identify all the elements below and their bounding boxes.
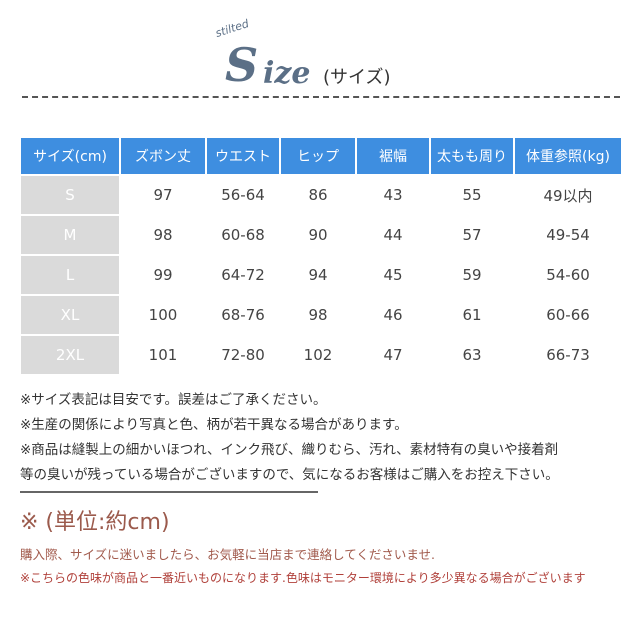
value-cell: 86 [308, 186, 328, 204]
value-cell: 43 [383, 186, 403, 204]
value-cell: 54-60 [546, 266, 590, 284]
value-cell: 63 [462, 346, 482, 364]
contact-note: 購入際、サイズに迷いましたら、お気軽に当店まで連絡してくださいませ. [20, 547, 435, 562]
header-cell: 体重参照(kg) [515, 138, 621, 174]
value-cell: 60-68 [221, 226, 265, 244]
note-line: 等の臭いが残っている場合がございますので、気になるお客様はご購入をお控え下さい。 [20, 467, 559, 483]
size-cell: XL [21, 296, 119, 334]
value-cell: 55 [462, 186, 482, 204]
page-subtitle: (サイズ) [323, 67, 391, 88]
value-cell: 57 [462, 226, 482, 244]
size-cell: L [21, 256, 119, 294]
color-note: ※こちらの色味が商品と一番近いものになります.色味はモニター環境により多少異なる… [20, 571, 586, 585]
value-cell: 66-73 [546, 346, 590, 364]
value-cell: 98 [308, 306, 328, 324]
value-cell: 101 [148, 346, 178, 364]
size-cell: M [21, 216, 119, 254]
value-cell: 100 [148, 306, 178, 324]
value-cell: 90 [308, 226, 328, 244]
value-cell: 97 [153, 186, 173, 204]
value-cell: 44 [383, 226, 403, 244]
size-cell: S [21, 176, 119, 214]
table-row: M 98 60-68 90 44 57 49-54 [21, 216, 621, 254]
value-cell: 59 [462, 266, 482, 284]
header-cell: 裾幅 [357, 138, 429, 174]
dashed-divider [22, 96, 620, 98]
note-line: ※生産の関係により写真と色、柄が若干異なる場合があります。 [20, 417, 408, 433]
value-cell: 45 [383, 266, 403, 284]
value-cell: 72-80 [221, 346, 265, 364]
value-cell: 49以内 [543, 186, 593, 205]
table-header-row: サイズ(cm) ズボン丈 ウエスト ヒップ 裾幅 太もも周り 体重参照(kg) [21, 138, 621, 174]
size-table: サイズ(cm) ズボン丈 ウエスト ヒップ 裾幅 太もも周り 体重参照(kg) … [19, 136, 623, 376]
table-row: S 97 56-64 86 43 55 49以内 [21, 176, 621, 214]
value-cell: 99 [153, 266, 173, 284]
header-cell: サイズ(cm) [21, 138, 119, 174]
header-cell: ウエスト [207, 138, 279, 174]
value-cell: 61 [462, 306, 482, 324]
header-cell: ズボン丈 [121, 138, 205, 174]
value-cell: 56-64 [221, 186, 265, 204]
value-cell: 46 [383, 306, 403, 324]
notes: ※サイズ表記は目安です。誤差はご了承ください。 ※生産の関係により写真と色、柄が… [20, 388, 559, 488]
table-row: L 99 64-72 94 45 59 54-60 [21, 256, 621, 294]
unit-label: ※ (単位:約cm) [20, 510, 170, 535]
value-cell: 98 [153, 226, 173, 244]
table-row: 2XL 101 72-80 102 47 63 66-73 [21, 336, 621, 374]
header-cell: 太もも周り [431, 138, 513, 174]
value-cell: 68-76 [221, 306, 265, 324]
value-cell: 102 [303, 346, 333, 364]
header-cell: ヒップ [281, 138, 355, 174]
value-cell: 64-72 [221, 266, 265, 284]
value-cell: 47 [383, 346, 403, 364]
logo-big-s: S [225, 38, 259, 92]
size-cell: 2XL [21, 336, 119, 374]
logo-script: stilted [213, 17, 251, 40]
table-row: XL 100 68-76 98 46 61 60-66 [21, 296, 621, 334]
value-cell: 49-54 [546, 226, 590, 244]
logo-rest: ize [263, 56, 311, 91]
divider [20, 491, 318, 493]
value-cell: 60-66 [546, 306, 590, 324]
value-cell: 94 [308, 266, 328, 284]
note-line: ※サイズ表記は目安です。誤差はご了承ください。 [20, 392, 327, 408]
note-line: ※商品は縫製上の細かいほつれ、インク飛び、織りむら、汚れ、素材特有の臭いや接着剤 [20, 442, 559, 458]
